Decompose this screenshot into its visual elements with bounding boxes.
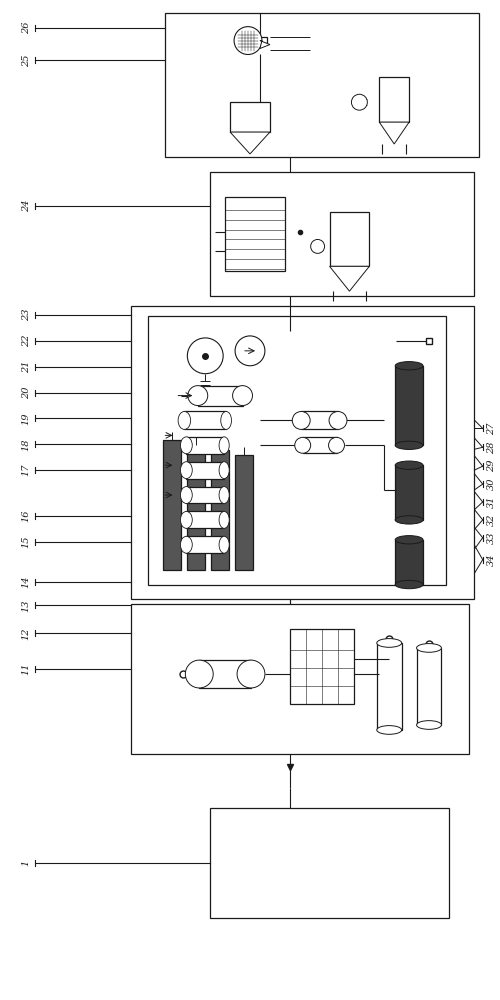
Text: 33: 33	[487, 532, 496, 544]
Text: 24: 24	[22, 199, 31, 212]
Text: 28: 28	[487, 441, 496, 454]
Bar	[186, 536, 224, 553]
Ellipse shape	[237, 660, 265, 688]
Bar	[200, 660, 251, 688]
Ellipse shape	[329, 411, 347, 429]
Bar	[188, 445, 206, 570]
Ellipse shape	[180, 511, 192, 528]
Bar	[211, 450, 229, 570]
Bar	[186, 487, 224, 503]
Polygon shape	[380, 122, 409, 144]
Text: 20: 20	[22, 386, 31, 399]
Ellipse shape	[219, 511, 229, 528]
Text: 11: 11	[22, 663, 31, 675]
Text: 22: 22	[22, 335, 31, 347]
Ellipse shape	[328, 437, 344, 453]
Bar	[290, 629, 354, 704]
Ellipse shape	[219, 462, 229, 479]
Text: 25: 25	[22, 54, 31, 67]
Text: 12: 12	[22, 627, 31, 640]
Text: 23: 23	[22, 309, 31, 321]
Ellipse shape	[292, 411, 310, 429]
Ellipse shape	[232, 386, 252, 406]
Ellipse shape	[219, 536, 229, 553]
Bar	[198, 386, 242, 406]
Bar	[395, 540, 423, 585]
Text: 15: 15	[22, 536, 31, 548]
Circle shape	[235, 336, 265, 366]
Bar	[395, 366, 423, 445]
Circle shape	[234, 27, 262, 54]
Ellipse shape	[188, 386, 208, 406]
Text: 13: 13	[22, 599, 31, 612]
Circle shape	[188, 338, 223, 374]
Ellipse shape	[395, 580, 423, 589]
Ellipse shape	[180, 462, 192, 479]
Text: 30: 30	[487, 478, 496, 490]
Bar	[164, 440, 182, 570]
Bar	[166, 13, 478, 157]
Ellipse shape	[395, 461, 423, 469]
Bar	[230, 102, 270, 132]
Bar	[210, 808, 449, 918]
Polygon shape	[260, 41, 270, 49]
Ellipse shape	[178, 411, 190, 429]
Ellipse shape	[186, 660, 213, 688]
Bar	[130, 306, 474, 599]
Ellipse shape	[219, 487, 229, 503]
Bar	[184, 411, 226, 429]
Ellipse shape	[395, 362, 423, 370]
Text: 29: 29	[487, 460, 496, 472]
Polygon shape	[230, 132, 270, 154]
Bar	[148, 316, 446, 585]
Circle shape	[352, 94, 368, 110]
Ellipse shape	[221, 411, 232, 429]
Text: 17: 17	[22, 464, 31, 476]
Text: 26: 26	[22, 21, 31, 34]
Text: 19: 19	[22, 412, 31, 425]
Bar	[380, 77, 409, 122]
Ellipse shape	[416, 644, 442, 652]
Ellipse shape	[180, 487, 192, 503]
Bar	[416, 648, 442, 725]
Polygon shape	[330, 266, 370, 291]
Ellipse shape	[180, 536, 192, 553]
Text: 31: 31	[487, 496, 496, 508]
Bar	[130, 604, 469, 754]
Bar	[186, 462, 224, 479]
Ellipse shape	[295, 437, 310, 453]
Text: 18: 18	[22, 438, 31, 451]
Text: 16: 16	[22, 510, 31, 522]
Bar	[186, 511, 224, 528]
Ellipse shape	[180, 437, 192, 454]
Bar	[302, 437, 336, 453]
Bar	[330, 212, 370, 266]
Bar	[377, 643, 402, 730]
Text: 14: 14	[22, 575, 31, 588]
Bar	[225, 197, 285, 271]
Ellipse shape	[395, 516, 423, 524]
Bar	[259, 37, 267, 43]
Ellipse shape	[416, 721, 442, 729]
Ellipse shape	[219, 437, 229, 454]
Bar	[210, 172, 474, 296]
Text: 1: 1	[22, 860, 31, 866]
Text: 32: 32	[487, 514, 496, 526]
Bar	[301, 411, 338, 429]
Ellipse shape	[377, 639, 402, 647]
Text: 34: 34	[487, 553, 496, 566]
Ellipse shape	[395, 441, 423, 449]
Bar	[186, 437, 224, 454]
Ellipse shape	[395, 536, 423, 544]
Bar	[235, 455, 253, 570]
Ellipse shape	[377, 726, 402, 734]
Circle shape	[310, 239, 324, 253]
Text: 27: 27	[487, 422, 496, 435]
Bar	[395, 465, 423, 520]
Text: 21: 21	[22, 360, 31, 373]
